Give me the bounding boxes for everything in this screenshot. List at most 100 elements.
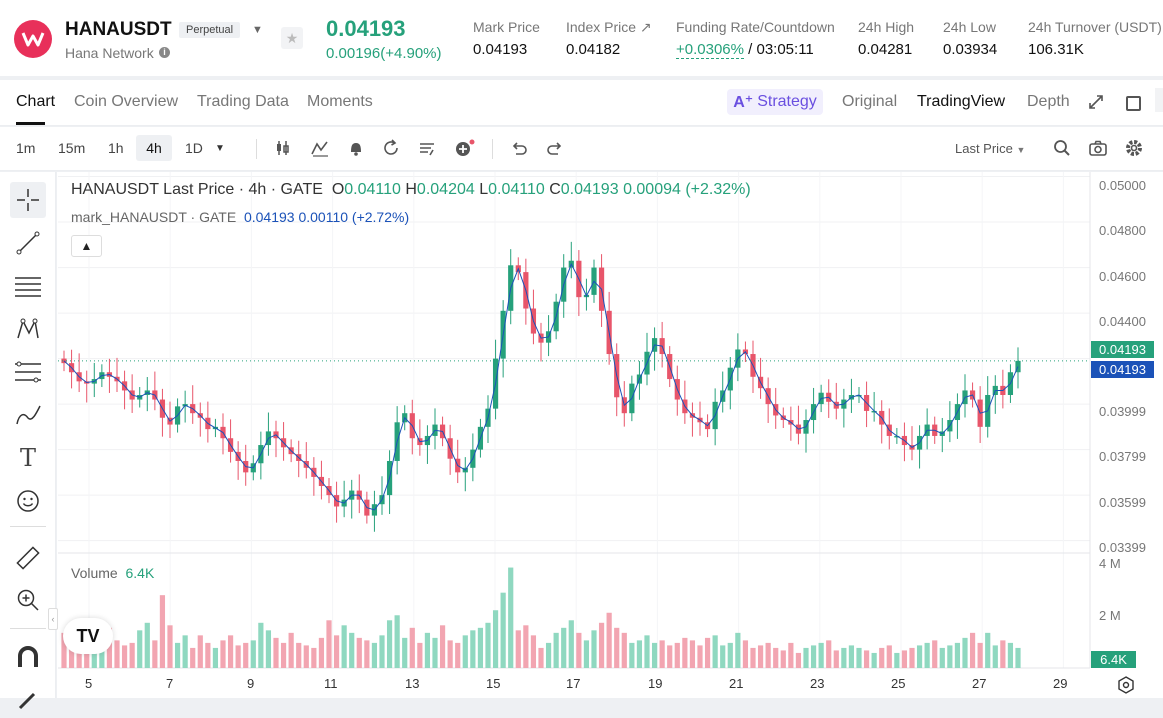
tf-1m[interactable]: 1m (16, 140, 36, 156)
tab-coin-overview[interactable]: Coin Overview (74, 93, 179, 110)
replay-icon[interactable] (381, 138, 405, 160)
volume-bar (394, 615, 400, 668)
alert-bell-icon[interactable] (346, 138, 370, 160)
camera-icon[interactable] (1088, 138, 1112, 160)
scroll-right-handle[interactable] (1155, 88, 1163, 112)
volume-bar (909, 647, 915, 668)
volume-bar (697, 645, 703, 668)
gear-icon[interactable] (1124, 138, 1148, 160)
info-icon[interactable]: i (159, 47, 170, 58)
volume-bar (621, 632, 627, 668)
collapse-sidebar-handle[interactable]: ‹ (48, 608, 58, 630)
price-legend: HANAUSDT Last Price · 4h · GATE O0.04110… (71, 181, 751, 198)
stat-label-funding: Funding Rate/Countdown (676, 19, 835, 35)
tf-4h[interactable]: 4h (136, 135, 172, 161)
volume-bar (742, 640, 749, 668)
volume-bar (227, 635, 234, 668)
view-original[interactable]: Original (842, 93, 898, 110)
symbol-name[interactable]: HANAUSDT (65, 19, 172, 40)
window-icon[interactable] (1126, 96, 1141, 111)
tab-trading-data[interactable]: Trading Data (197, 93, 289, 110)
indicators-icon[interactable] (310, 138, 334, 160)
volume-bar (492, 610, 499, 668)
expand-icon[interactable] (1088, 94, 1104, 115)
emoji-icon[interactable] (10, 483, 46, 519)
volume-bar (629, 642, 635, 668)
volume-bar (288, 632, 294, 668)
mark-price-line (63, 262, 1019, 511)
templates-icon[interactable] (417, 138, 441, 160)
volume-bar (674, 642, 680, 668)
y-tick: 0.03599 (1099, 495, 1146, 510)
brush-icon[interactable] (10, 397, 46, 433)
legend-high: 0.04204 (416, 181, 475, 198)
volume-bar (258, 622, 264, 668)
legend-open: 0.04110 (344, 181, 401, 198)
volume-bar (432, 637, 438, 668)
price-change: 0.00196(+4.90%) (326, 45, 442, 62)
magnet-icon[interactable] (10, 640, 46, 676)
candle-body (894, 435, 900, 438)
volume-bar (500, 592, 506, 668)
tf-15m[interactable]: 15m (58, 140, 86, 156)
toolbar-divider (492, 139, 493, 159)
funding-rate[interactable]: +0.0306% (676, 41, 744, 59)
volume-bar (636, 640, 643, 668)
volume-bar (788, 642, 794, 668)
volume-bar (538, 647, 544, 668)
strategy-button[interactable]: A⁺ Strategy (727, 89, 823, 115)
text-tool-icon[interactable]: T (19, 444, 36, 472)
volume-bar (341, 625, 347, 668)
timeframe-dropdown-icon[interactable]: ▼ (215, 143, 225, 154)
vol-tick: 2 M (1099, 608, 1121, 623)
zoom-in-icon[interactable] (10, 582, 46, 618)
volume-bar (727, 642, 733, 668)
volume-bar (182, 635, 188, 668)
candle-type-icon[interactable] (274, 138, 298, 160)
trendline-icon[interactable] (10, 225, 46, 261)
volume-bar (863, 650, 870, 668)
volume-bar (992, 645, 998, 668)
chart-area[interactable] (57, 172, 1163, 698)
chart-toolbar (0, 127, 1163, 171)
volume-bar (515, 630, 521, 668)
tab-moments[interactable]: Moments (307, 93, 373, 110)
volume-bar (606, 612, 612, 668)
legend-collapse-button[interactable]: ▲ (71, 235, 102, 257)
tab-chart[interactable]: Chart (16, 93, 56, 110)
network-name: Hana Network (65, 45, 154, 61)
volume-bar (530, 635, 537, 668)
chevron-down-icon[interactable]: ▼ (252, 24, 263, 36)
pattern-icon[interactable] (10, 311, 46, 347)
candle-body (856, 394, 862, 397)
stat-label-index[interactable]: Index Price ↗ (566, 19, 652, 35)
legend-low: 0.04110 (488, 181, 545, 198)
volume-bar (780, 650, 786, 668)
tradingview-logo[interactable]: TV (63, 618, 113, 654)
volume-bar (250, 640, 256, 668)
view-tradingview[interactable]: TradingView (917, 93, 1006, 110)
undo-icon[interactable] (509, 138, 533, 160)
volume-bar (455, 642, 461, 668)
fib-retracement-icon[interactable] (10, 354, 46, 390)
search-icon[interactable] (1052, 138, 1076, 160)
star-icon[interactable]: ★ (281, 27, 303, 49)
crosshair-icon[interactable] (10, 182, 46, 218)
tf-1d[interactable]: 1D (185, 140, 203, 156)
settings-hex-icon[interactable] (1117, 676, 1135, 699)
price-chart[interactable] (0, 0, 1163, 698)
price-source-select[interactable]: Last Price ▼ (955, 141, 1025, 156)
ruler-icon[interactable] (10, 540, 46, 576)
strategy-label: Strategy (757, 93, 817, 110)
channel-lines-icon[interactable] (10, 268, 46, 304)
x-tick: 7 (166, 676, 174, 691)
volume-bar (333, 635, 340, 668)
tf-1h[interactable]: 1h (108, 140, 124, 156)
redo-icon[interactable] (545, 138, 569, 160)
add-plus-icon[interactable] (454, 138, 478, 160)
volume-bar (568, 620, 574, 668)
chart-tabs-bar (0, 80, 1163, 126)
volume-bar (114, 640, 120, 668)
view-depth[interactable]: Depth (1027, 93, 1070, 110)
x-tick: 19 (648, 676, 663, 691)
